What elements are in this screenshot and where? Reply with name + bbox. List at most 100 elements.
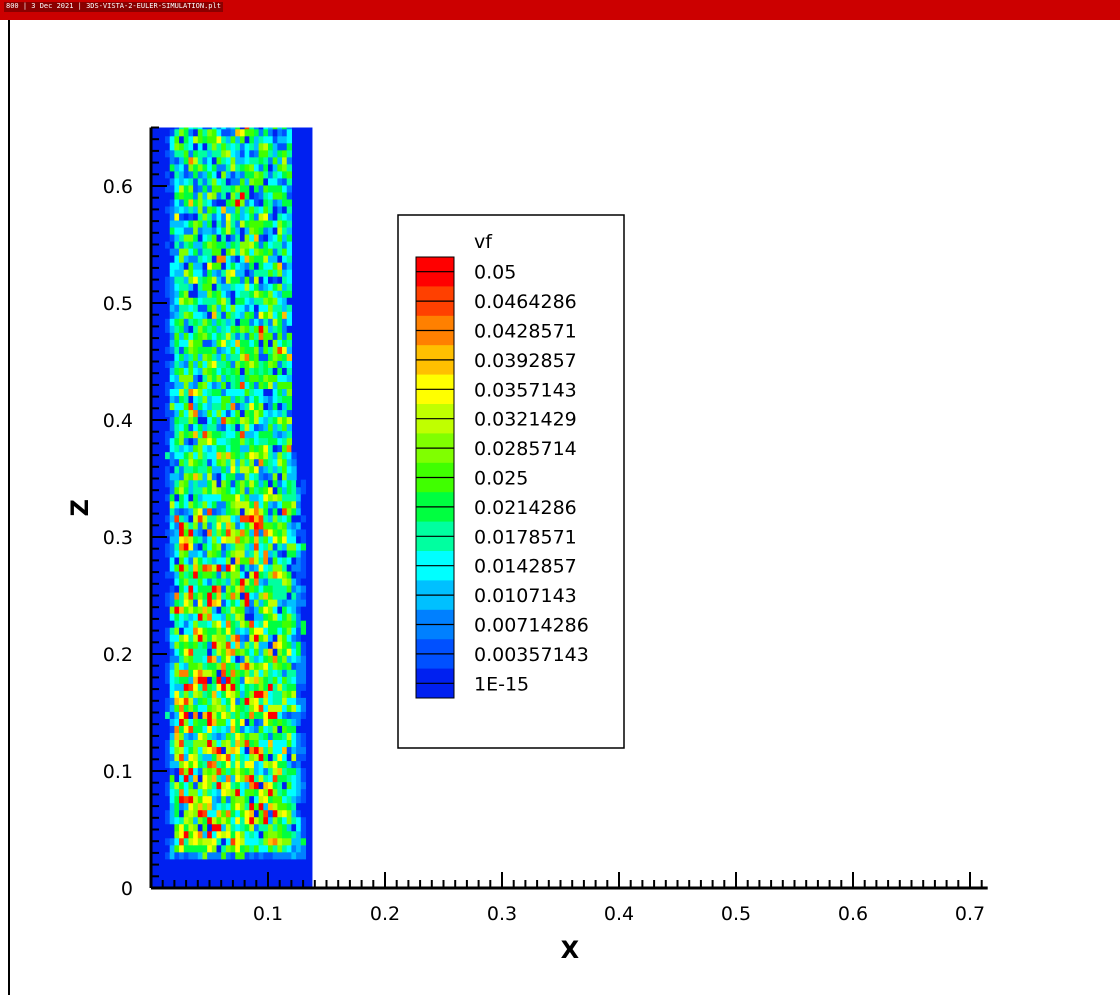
contour-cell — [211, 837, 218, 846]
contour-cell — [263, 128, 269, 137]
contour-cell — [258, 226, 264, 235]
contour-cell — [183, 248, 190, 256]
contour-cell — [277, 423, 283, 432]
contour-cell — [277, 451, 283, 460]
contour-cell — [216, 837, 222, 846]
contour-cell — [230, 781, 236, 790]
contour-cell — [197, 851, 204, 860]
contour-cell — [249, 184, 255, 193]
contour-cell — [253, 613, 260, 621]
contour-cell — [216, 367, 222, 375]
contour-cell — [291, 718, 297, 726]
contour-cell — [277, 184, 283, 193]
contour-cell — [230, 732, 236, 741]
contour-cell — [235, 718, 241, 726]
contour-cell — [263, 381, 269, 390]
contour-cell — [258, 760, 264, 769]
contour-cell — [202, 697, 208, 705]
contour-cell — [268, 816, 274, 825]
contour-cell — [230, 395, 236, 404]
contour-cell — [207, 395, 213, 404]
contour-cell — [249, 233, 255, 242]
contour-cell — [211, 212, 218, 221]
contour-cell — [230, 507, 236, 516]
contour-cell — [268, 332, 274, 340]
contour-cell — [272, 276, 278, 284]
contour-cell — [244, 760, 250, 769]
contour-cell — [263, 395, 269, 404]
contour-cell — [268, 732, 274, 741]
contour-cell — [174, 219, 180, 228]
contour-cell — [239, 507, 246, 516]
contour-cell — [169, 233, 175, 242]
contour-cell — [239, 339, 246, 347]
contour-cell — [272, 837, 278, 846]
contour-cell — [300, 641, 307, 649]
contour-cell — [221, 451, 227, 460]
contour-cell — [225, 500, 232, 509]
contour-cell — [239, 184, 246, 193]
contour-cell — [263, 297, 269, 305]
legend-label: 0.00357143 — [474, 644, 589, 666]
contour-cell — [183, 318, 190, 326]
contour-cell — [193, 297, 199, 305]
contour-cell — [249, 367, 255, 375]
contour-cell — [239, 528, 246, 537]
contour-cell — [244, 781, 250, 790]
contour-cell — [216, 634, 222, 642]
contour-cell — [230, 563, 236, 572]
contour-cell — [300, 493, 307, 502]
contour-cell — [249, 437, 255, 446]
contour-cell — [239, 142, 246, 151]
contour-cell — [244, 444, 250, 453]
contour-cell — [244, 318, 250, 326]
contour-cell — [282, 444, 288, 453]
contour-cell — [221, 781, 227, 790]
contour-cell — [207, 500, 213, 509]
contour-cell — [244, 240, 250, 249]
contour-cell — [207, 725, 213, 733]
contour-cell — [258, 823, 264, 832]
contour-cell — [211, 240, 218, 249]
contour-cell — [202, 704, 208, 712]
contour-cell — [207, 381, 213, 390]
contour-cell — [165, 205, 171, 214]
contour-cell — [263, 269, 269, 277]
contour-cell — [221, 535, 227, 544]
contour-cell — [296, 641, 302, 649]
contour-cell — [258, 318, 264, 326]
contour-cell — [197, 198, 204, 207]
contour-cell — [207, 788, 213, 797]
contour-cell — [221, 240, 227, 249]
contour-cell — [286, 353, 292, 361]
contour-cell — [202, 283, 208, 291]
contour-cell — [188, 521, 194, 530]
contour-cell — [296, 599, 302, 607]
contour-cell — [239, 788, 246, 797]
contour-cell — [296, 781, 302, 790]
contour-cell — [253, 704, 260, 712]
contour-cell — [249, 318, 255, 326]
contour-cell — [179, 739, 185, 748]
contour-cell — [207, 198, 213, 207]
legend-title: vf — [474, 231, 493, 253]
contour-cell — [169, 584, 175, 593]
contour-cell — [188, 353, 194, 361]
contour-cell — [221, 556, 227, 565]
contour-cell — [225, 360, 232, 368]
contour-cell — [211, 816, 218, 825]
contour-cell — [169, 746, 175, 755]
contour-cell — [286, 360, 292, 368]
contour-cell — [202, 325, 208, 333]
contour-cell — [249, 620, 255, 628]
contour-cell — [207, 423, 213, 432]
contour-cell — [296, 556, 302, 565]
legend-label: 0.0392857 — [474, 350, 577, 372]
contour-cell — [225, 219, 232, 228]
contour-cell — [183, 563, 190, 572]
contour-cell — [244, 416, 250, 425]
contour-cell — [225, 851, 232, 860]
contour-cell — [230, 423, 236, 432]
contour-cell — [193, 135, 199, 144]
contour-cell — [296, 774, 302, 783]
